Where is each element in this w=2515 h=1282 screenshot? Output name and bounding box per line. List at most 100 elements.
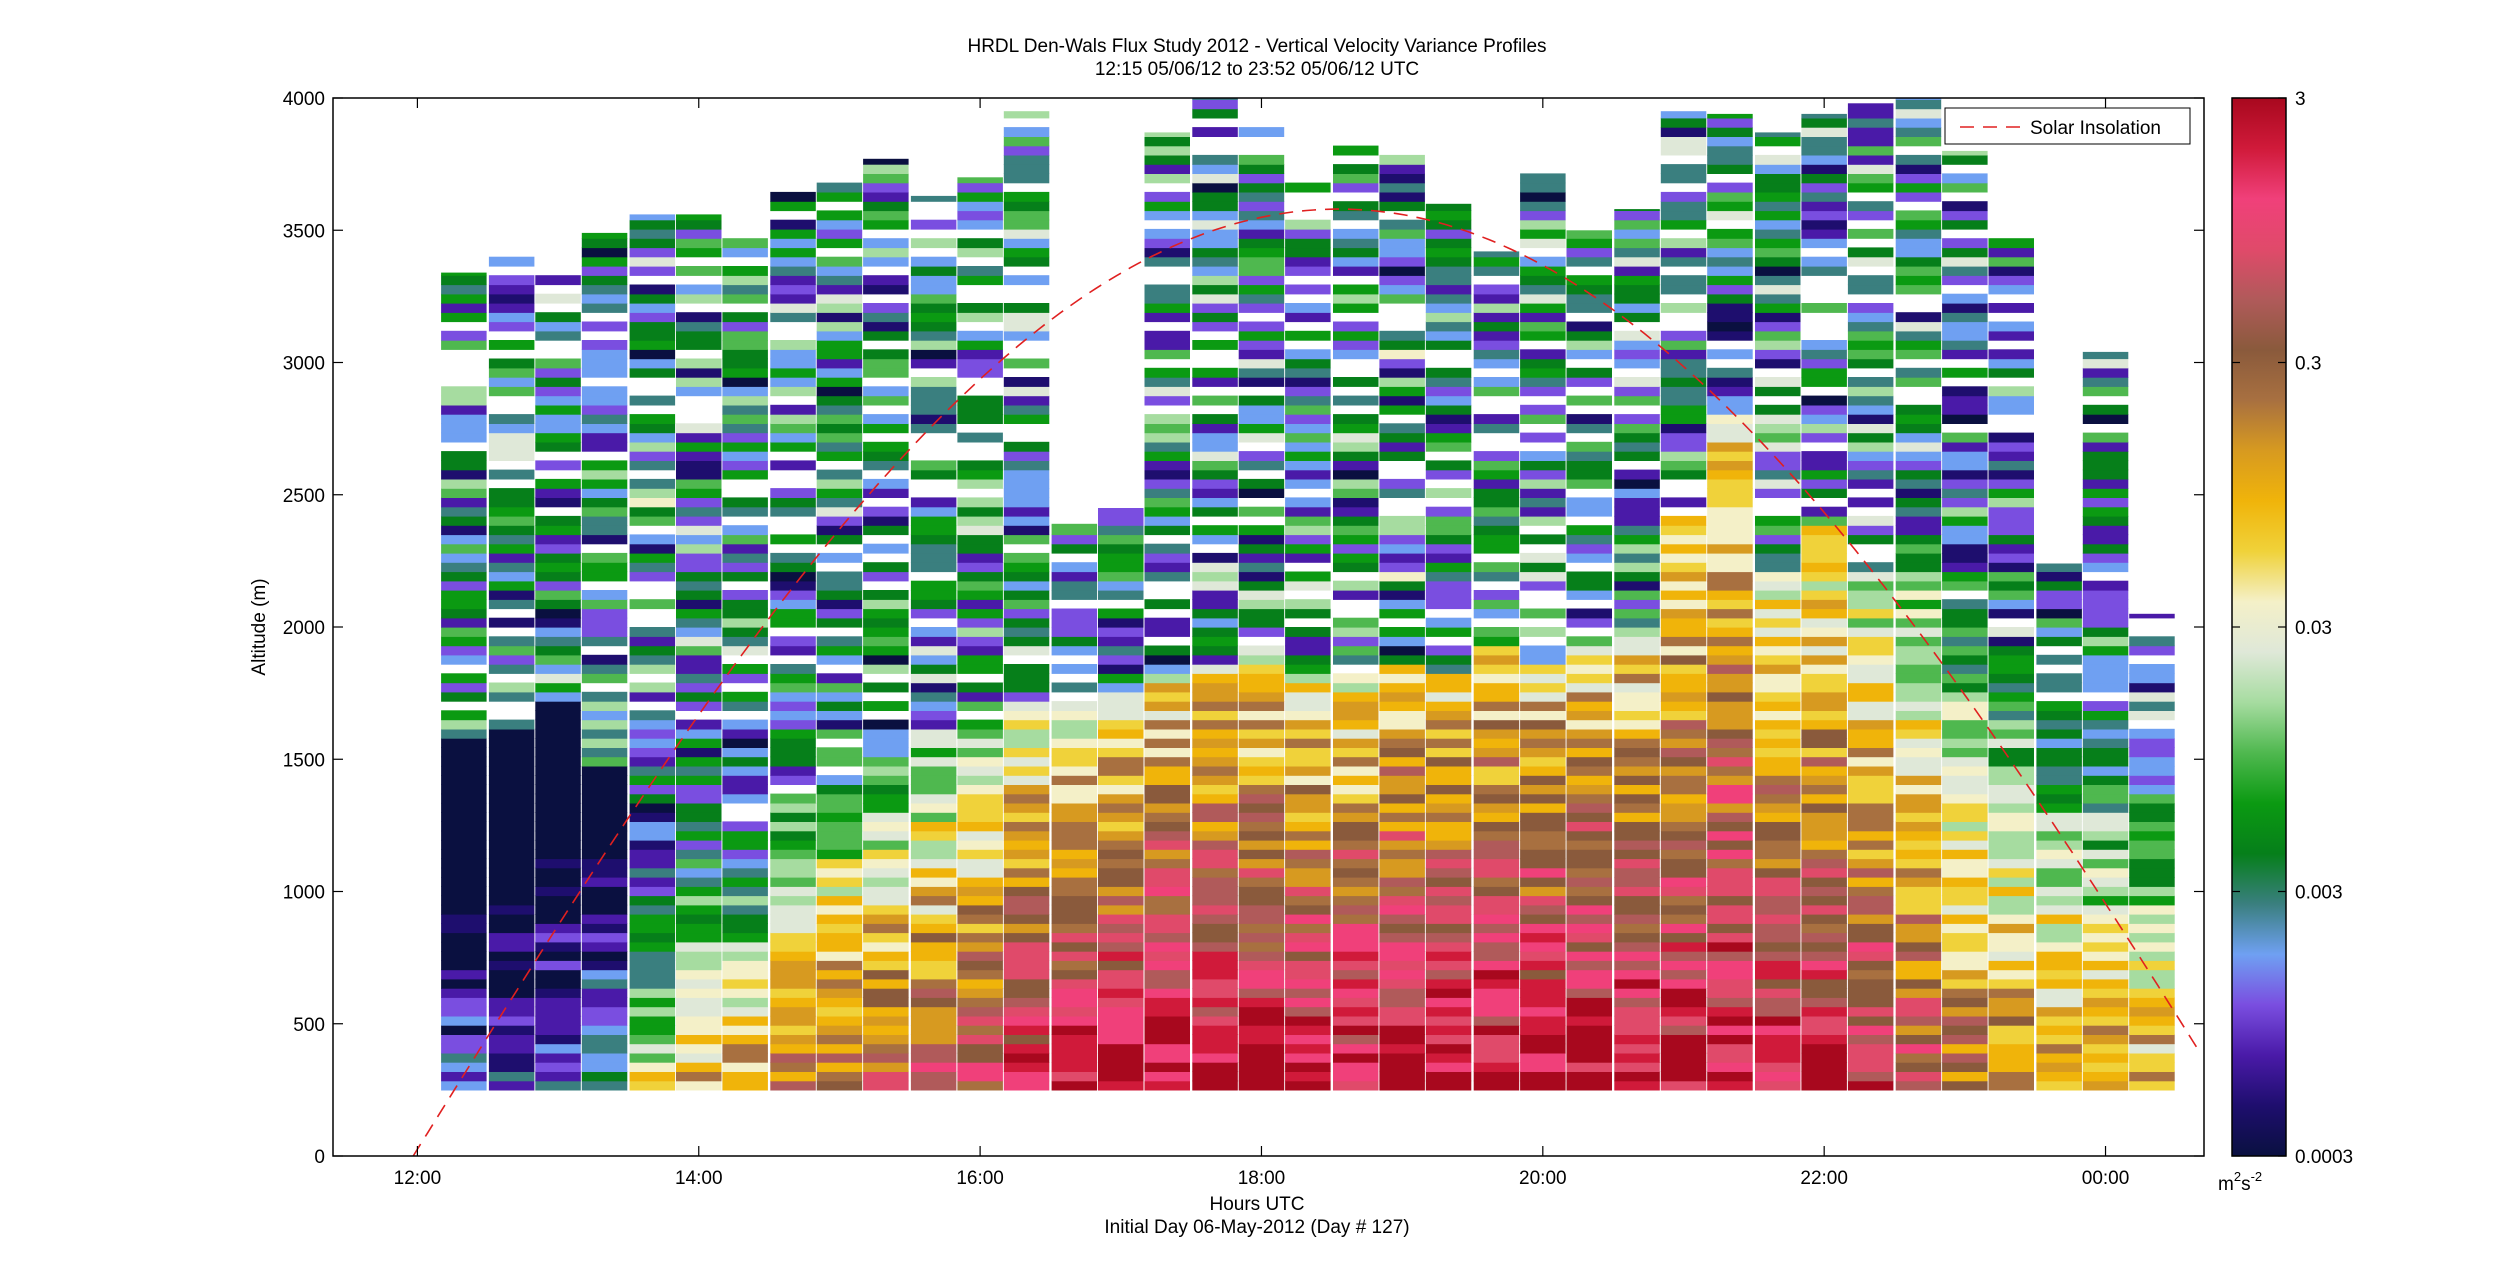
heatmap-cell <box>1895 562 1942 573</box>
heatmap-cell <box>1847 932 1894 943</box>
heatmap-cell <box>1895 839 1942 850</box>
heatmap-cell <box>629 238 676 249</box>
heatmap-cell <box>957 951 1003 961</box>
heatmap-cell <box>488 951 535 961</box>
heatmap-cell <box>535 367 581 378</box>
heatmap-cell <box>1238 877 1285 887</box>
heatmap-cell <box>2036 590 2082 600</box>
heatmap-cell <box>1051 525 1098 536</box>
heatmap-cell <box>1707 432 1753 443</box>
heatmap-cell <box>1051 738 1098 748</box>
heatmap-cell <box>770 673 816 684</box>
heatmap-cell <box>1425 719 1472 730</box>
heatmap-cell <box>1660 747 1707 758</box>
heatmap-cell <box>1098 654 1144 665</box>
heatmap-cell <box>910 275 957 286</box>
heatmap-cell <box>1144 719 1190 730</box>
heatmap-cell <box>441 839 487 850</box>
heatmap-cell <box>1614 525 1660 536</box>
heatmap-cell <box>1566 590 1612 600</box>
heatmap-cell <box>629 497 676 508</box>
heatmap-cell <box>1614 1043 1660 1054</box>
heatmap-cell <box>1755 747 1801 758</box>
heatmap-cell <box>1566 377 1612 387</box>
heatmap-cell <box>1755 312 1801 323</box>
heatmap-cell <box>1285 867 1331 878</box>
heatmap-cell <box>2082 1043 2129 1054</box>
heatmap-cell <box>1614 728 1660 739</box>
heatmap-cell <box>1942 645 1988 656</box>
heatmap-cell <box>1051 728 1098 739</box>
heatmap-cell <box>1847 312 1894 323</box>
heatmap-cell <box>1707 728 1753 739</box>
heatmap-cell <box>1942 256 1988 267</box>
heatmap-cell <box>1098 645 1144 656</box>
heatmap-cell <box>1707 1043 1753 1054</box>
heatmap-cell <box>1707 960 1753 971</box>
heatmap-cell <box>581 988 628 998</box>
heatmap-cell <box>1520 228 1566 239</box>
heatmap-cell <box>1333 978 1379 989</box>
heatmap-cell <box>1144 941 1190 952</box>
heatmap-cell <box>581 895 628 906</box>
heatmap-cell <box>1755 923 1801 934</box>
heatmap-cell <box>1520 978 1566 989</box>
heatmap-cell <box>722 701 768 711</box>
heatmap-cell <box>1847 173 1894 184</box>
heatmap-cell <box>1614 358 1660 369</box>
heatmap-cell <box>863 969 909 980</box>
heatmap-cell <box>816 228 863 239</box>
heatmap-cell <box>2036 580 2082 591</box>
heatmap-cell <box>1379 377 1425 387</box>
x-tick-label: 20:00 <box>1519 1168 1567 1189</box>
heatmap-cell <box>1425 775 1472 785</box>
heatmap-cell <box>1144 1062 1190 1072</box>
heatmap-cell <box>1988 960 2034 971</box>
heatmap-cell <box>1425 1015 1472 1026</box>
heatmap-cell <box>1614 932 1660 943</box>
heatmap-cell <box>1755 738 1801 748</box>
heatmap-cell <box>722 719 768 730</box>
heatmap-cell <box>1988 627 2034 637</box>
heatmap-cell <box>1847 608 1894 619</box>
heatmap-cell <box>816 951 863 961</box>
heatmap-cell <box>1801 867 1847 878</box>
heatmap-cell <box>1988 1052 2034 1063</box>
heatmap-cell <box>629 543 676 554</box>
heatmap-cell <box>2036 571 2082 582</box>
heatmap-cell <box>1614 830 1660 841</box>
heatmap-cell <box>1895 941 1942 952</box>
heatmap-cell <box>1520 201 1566 212</box>
heatmap-cell <box>722 886 768 897</box>
heatmap-cell <box>1003 358 1050 369</box>
heatmap-cell <box>957 1062 1003 1072</box>
heatmap-cell <box>1895 654 1942 665</box>
heatmap-cell <box>957 219 1003 230</box>
heatmap-cell <box>488 515 535 526</box>
heatmap-cell <box>816 636 863 647</box>
heatmap-cell <box>1614 1062 1660 1072</box>
heatmap-cell <box>1144 895 1190 906</box>
heatmap-cell <box>1333 451 1379 461</box>
heatmap-cell <box>722 830 768 841</box>
heatmap-cell <box>629 321 676 332</box>
heatmap-cell <box>1614 747 1660 758</box>
heatmap-cell <box>1660 562 1707 573</box>
heatmap-cell <box>1895 877 1942 887</box>
heatmap-cell <box>629 349 676 360</box>
heatmap-cell <box>1614 710 1660 721</box>
heatmap-cell <box>1238 580 1285 591</box>
heatmap-cell <box>1847 414 1894 424</box>
heatmap-cell <box>1801 886 1847 897</box>
heatmap-cell <box>1051 830 1098 841</box>
heatmap-cell <box>1520 608 1566 619</box>
heatmap-cell <box>1988 701 2034 711</box>
heatmap-cell <box>2036 849 2082 860</box>
heatmap-cell <box>581 738 628 748</box>
heatmap-cell <box>581 1071 628 1082</box>
heatmap-cell <box>1192 275 1238 286</box>
heatmap-cell <box>629 599 676 610</box>
heatmap-cell <box>1895 1043 1942 1054</box>
heatmap-cell <box>1988 478 2034 489</box>
heatmap-cell <box>441 802 487 813</box>
